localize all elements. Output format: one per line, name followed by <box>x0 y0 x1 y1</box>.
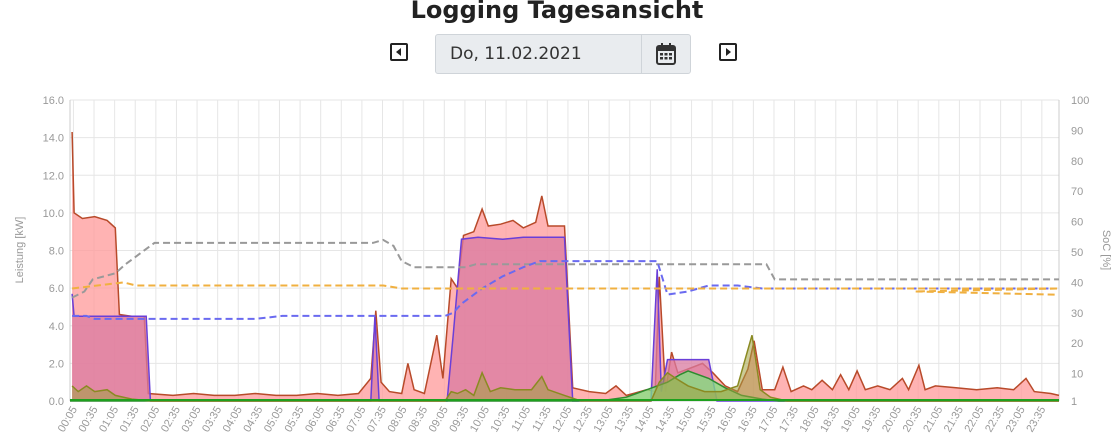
x-tick-label: 16:35 <box>736 405 760 435</box>
x-tick-label: 04:05 <box>221 405 245 435</box>
y-axis-label-right: SoC [%] <box>1100 230 1112 270</box>
x-tick-label: 09:05 <box>427 405 451 435</box>
date-picker[interactable]: Do, 11.02.2021 <box>435 34 691 74</box>
x-tick-label: 08:05 <box>386 405 410 435</box>
x-tick-label: 03:35 <box>200 405 224 435</box>
soc-series-orange <box>71 281 1060 296</box>
x-tick-label: 19:05 <box>839 405 863 435</box>
x-tick-label: 05:35 <box>283 405 307 435</box>
y-tick-left: 14.0 <box>43 133 64 145</box>
y-tick-left: 6.0 <box>49 283 64 295</box>
x-tick-label: 22:35 <box>983 405 1007 435</box>
ev-series-area <box>72 237 1060 401</box>
x-tick-label: 15:35 <box>695 405 719 435</box>
x-tick-label: 18:35 <box>818 405 842 435</box>
y-tick-right: 30 <box>1071 308 1083 320</box>
x-tick-label: 23:35 <box>1024 405 1048 435</box>
x-tick-label: 09:35 <box>447 405 471 435</box>
y-tick-right: 10 <box>1071 369 1083 381</box>
x-tick-label: 12:35 <box>571 405 595 435</box>
x-tick-label: 08:35 <box>406 405 430 435</box>
x-tick-label: 21:35 <box>942 405 966 435</box>
y-tick-right: 90 <box>1071 125 1083 137</box>
page-title: Logging Tagesansicht <box>410 0 704 24</box>
x-tick-label: 10:05 <box>468 405 492 435</box>
y-tick-right: 50 <box>1071 247 1083 259</box>
y-tick-left: 4.0 <box>49 321 64 333</box>
y-tick-right: 60 <box>1071 217 1083 229</box>
x-tick-label: 05:05 <box>262 405 286 435</box>
y-tick-right: 80 <box>1071 156 1083 168</box>
y-tick-right: 70 <box>1071 186 1083 198</box>
x-tick-label: 13:05 <box>592 405 616 435</box>
y-tick-right: 40 <box>1071 277 1083 289</box>
x-tick-label: 07:05 <box>344 405 368 435</box>
y-tick-left: 8.0 <box>49 246 64 258</box>
x-tick-label: 14:05 <box>633 405 657 435</box>
house-series-line <box>71 131 1060 397</box>
y-tick-left: 12.0 <box>43 170 64 182</box>
x-tick-label: 00:05 <box>56 405 80 435</box>
x-tick-label: 10:35 <box>489 405 513 435</box>
soc-series-blue <box>72 260 1055 320</box>
x-tick-label: 18:05 <box>798 405 822 435</box>
x-tick-label: 06:35 <box>324 405 348 435</box>
x-tick-label: 20:35 <box>901 405 925 435</box>
y-tick-left: 0.0 <box>49 396 64 408</box>
caret-left-icon <box>396 48 401 56</box>
x-tick-label: 21:05 <box>921 405 945 435</box>
x-tick-label: 11:05 <box>510 405 534 434</box>
soc-series-gray <box>71 238 1059 299</box>
date-input[interactable]: Do, 11.02.2021 <box>450 44 582 64</box>
x-tick-label: 04:35 <box>241 405 265 435</box>
calendar-button[interactable] <box>641 35 690 73</box>
x-tick-label: 14:35 <box>653 405 677 435</box>
x-tick-label: 17:05 <box>756 405 780 435</box>
x-tick-label: 01:35 <box>118 405 142 435</box>
x-tick-label: 23:05 <box>1004 405 1028 435</box>
x-tick-label: 16:05 <box>715 405 739 435</box>
x-tick-label: 06:05 <box>303 405 327 435</box>
prev-day-button[interactable] <box>390 43 408 61</box>
y-tick-left: 2.0 <box>49 358 64 370</box>
power-chart: 0.0 2.0 4.0 6.0 8.0 10.0 12.0 14.0 16.0 1 10 20 30 40… <box>14 95 1112 435</box>
x-tick-label: 19:35 <box>859 405 883 435</box>
x-tick-label: 07:35 <box>365 405 389 435</box>
caret-right-icon <box>726 48 731 56</box>
x-tick-label: 00:35 <box>76 405 100 435</box>
y-tick-right: 1 <box>1071 396 1077 408</box>
y-tick-left: 10.0 <box>43 208 64 220</box>
x-tick-label: 15:05 <box>674 405 698 435</box>
x-tick-label: 12:05 <box>550 405 574 435</box>
x-tick-label: 03:05 <box>179 405 203 435</box>
x-tick-label: 20:05 <box>880 405 904 435</box>
x-tick-label: 02:35 <box>159 405 183 435</box>
y-tick-right: 20 <box>1071 338 1083 350</box>
calendar-icon <box>656 43 676 65</box>
y-axis-label-left: Leistung [kW] <box>14 217 26 284</box>
next-day-button[interactable] <box>719 43 737 61</box>
x-tick-label: 01:05 <box>97 405 121 435</box>
x-tick-label: 17:35 <box>777 405 801 435</box>
y-tick-left: 16.0 <box>43 95 64 107</box>
x-tick-label: 22:05 <box>962 405 986 435</box>
y-tick-right: 100 <box>1071 95 1089 107</box>
x-tick-label: 13:35 <box>612 405 636 435</box>
battery-series-line <box>71 334 1059 402</box>
x-tick-label: 02:05 <box>138 405 162 435</box>
